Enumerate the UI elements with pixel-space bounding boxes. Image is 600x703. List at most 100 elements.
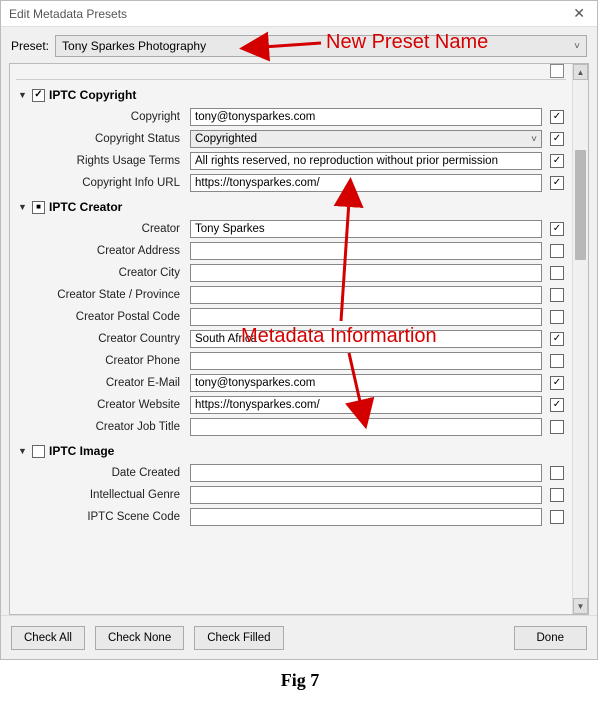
field-label: Copyright Status: [16, 133, 186, 145]
creator-address-input[interactable]: [190, 242, 542, 260]
field-label: Rights Usage Terms: [16, 155, 186, 167]
section-title: IPTC Creator: [49, 200, 122, 214]
preset-select[interactable]: Tony Sparkes Photography ˅: [55, 35, 587, 57]
field-creator-address: Creator Address: [16, 240, 566, 262]
field-checkbox[interactable]: [550, 488, 564, 502]
field-label: Creator Phone: [16, 355, 186, 367]
field-label: IPTC Scene Code: [16, 511, 186, 523]
scrollbar-thumb[interactable]: [575, 150, 586, 260]
creator-phone-input[interactable]: [190, 352, 542, 370]
section-title: IPTC Image: [49, 444, 114, 458]
section-iptc-copyright: ▼ IPTC Copyright Copyright tony@tonyspar…: [16, 84, 566, 194]
metadata-presets-dialog: Edit Metadata Presets ✕ Preset: Tony Spa…: [0, 0, 598, 660]
field-checkbox[interactable]: [550, 176, 564, 190]
field-label: Creator E-Mail: [16, 377, 186, 389]
field-checkbox[interactable]: [550, 110, 564, 124]
scroll-up-icon[interactable]: ▲: [573, 64, 588, 80]
titlebar: Edit Metadata Presets ✕: [1, 1, 597, 27]
field-copyright-url: Copyright Info URL https://tonysparkes.c…: [16, 172, 566, 194]
section-checkbox[interactable]: [32, 445, 45, 458]
field-copyright: Copyright tony@tonysparkes.com: [16, 106, 566, 128]
field-checkbox[interactable]: [550, 420, 564, 434]
scroll-down-icon[interactable]: ▼: [573, 598, 588, 614]
field-checkbox[interactable]: [550, 154, 564, 168]
field-label: Copyright: [16, 111, 186, 123]
field-checkbox[interactable]: [550, 376, 564, 390]
field-checkbox[interactable]: [550, 510, 564, 524]
field-label: Creator State / Province: [16, 289, 186, 301]
field-checkbox[interactable]: [550, 288, 564, 302]
field-checkbox[interactable]: [550, 310, 564, 324]
field-checkbox[interactable]: [550, 64, 564, 78]
field-label: Copyright Info URL: [16, 177, 186, 189]
vertical-scrollbar[interactable]: ▲ ▼: [572, 64, 588, 614]
preset-row: Preset: Tony Sparkes Photography ˅: [1, 27, 597, 65]
section-header[interactable]: ▼ IPTC Creator: [16, 196, 566, 218]
field-label: Creator Address: [16, 245, 186, 257]
field-label: Creator Website: [16, 399, 186, 411]
field-creator-email: Creator E-Mail tony@tonysparkes.com: [16, 372, 566, 394]
field-label: Creator Job Title: [16, 421, 186, 433]
scrollbar-track[interactable]: [573, 80, 588, 598]
field-checkbox[interactable]: [550, 398, 564, 412]
field-creator-phone: Creator Phone: [16, 350, 566, 372]
section-iptc-image: ▼ IPTC Image Date Created Intellectual G…: [16, 440, 566, 528]
field-checkbox[interactable]: [550, 466, 564, 480]
field-creator-website: Creator Website https://tonysparkes.com/: [16, 394, 566, 416]
copyright-input[interactable]: tony@tonysparkes.com: [190, 108, 542, 126]
preset-label: Preset:: [11, 39, 49, 53]
done-button[interactable]: Done: [514, 626, 588, 650]
section-checkbox[interactable]: [32, 201, 45, 214]
creator-email-input[interactable]: tony@tonysparkes.com: [190, 374, 542, 392]
field-intellectual-genre: Intellectual Genre: [16, 484, 566, 506]
field-checkbox[interactable]: [550, 244, 564, 258]
rights-terms-input[interactable]: All rights reserved, no reproduction wit…: [190, 152, 542, 170]
field-creator-city: Creator City: [16, 262, 566, 284]
fields-scroll-area: ▼ IPTC Copyright Copyright tony@tonyspar…: [9, 63, 589, 615]
field-label: Creator Postal Code: [16, 311, 186, 323]
field-copyright-status: Copyright Status Copyrighted ˅: [16, 128, 566, 150]
field-checkbox[interactable]: [550, 332, 564, 346]
creator-postal-input[interactable]: [190, 308, 542, 326]
field-checkbox[interactable]: [550, 266, 564, 280]
chevron-down-icon: ˅: [574, 41, 580, 52]
creator-job-input[interactable]: [190, 418, 542, 436]
field-label: Intellectual Genre: [16, 489, 186, 501]
section-checkbox[interactable]: [32, 89, 45, 102]
field-checkbox[interactable]: [550, 132, 564, 146]
creator-state-input[interactable]: [190, 286, 542, 304]
field-creator-state: Creator State / Province: [16, 284, 566, 306]
field-rights-terms: Rights Usage Terms All rights reserved, …: [16, 150, 566, 172]
field-creator: Creator Tony Sparkes: [16, 218, 566, 240]
field-date-created: Date Created: [16, 462, 566, 484]
check-filled-button[interactable]: Check Filled: [194, 626, 283, 650]
creator-website-input[interactable]: https://tonysparkes.com/: [190, 396, 542, 414]
field-checkbox[interactable]: [550, 354, 564, 368]
section-header[interactable]: ▼ IPTC Copyright: [16, 84, 566, 106]
field-creator-postal: Creator Postal Code: [16, 306, 566, 328]
preset-value: Tony Sparkes Photography: [62, 39, 206, 53]
copyright-url-input[interactable]: https://tonysparkes.com/: [190, 174, 542, 192]
creator-city-input[interactable]: [190, 264, 542, 282]
section-title: IPTC Copyright: [49, 88, 136, 102]
check-none-button[interactable]: Check None: [95, 626, 184, 650]
check-all-button[interactable]: Check All: [11, 626, 85, 650]
scene-code-input[interactable]: [190, 508, 542, 526]
creator-country-input[interactable]: South Africa: [190, 330, 542, 348]
field-creator-country: Creator Country South Africa: [16, 328, 566, 350]
field-creator-job: Creator Job Title: [16, 416, 566, 438]
intellectual-genre-input[interactable]: [190, 486, 542, 504]
disclosure-triangle-icon: ▼: [18, 446, 28, 456]
field-checkbox[interactable]: [550, 222, 564, 236]
creator-input[interactable]: Tony Sparkes: [190, 220, 542, 238]
date-created-input[interactable]: [190, 464, 542, 482]
section-header[interactable]: ▼ IPTC Image: [16, 440, 566, 462]
disclosure-triangle-icon: ▼: [18, 90, 28, 100]
field-label: Date Created: [16, 467, 186, 479]
figure-caption: Fig 7: [0, 660, 600, 691]
section-iptc-creator: ▼ IPTC Creator Creator Tony Sparkes Crea…: [16, 196, 566, 438]
close-icon[interactable]: ✕: [569, 5, 589, 22]
copyright-status-select[interactable]: Copyrighted ˅: [190, 130, 542, 148]
field-scene-code: IPTC Scene Code: [16, 506, 566, 528]
window-title: Edit Metadata Presets: [9, 7, 127, 21]
